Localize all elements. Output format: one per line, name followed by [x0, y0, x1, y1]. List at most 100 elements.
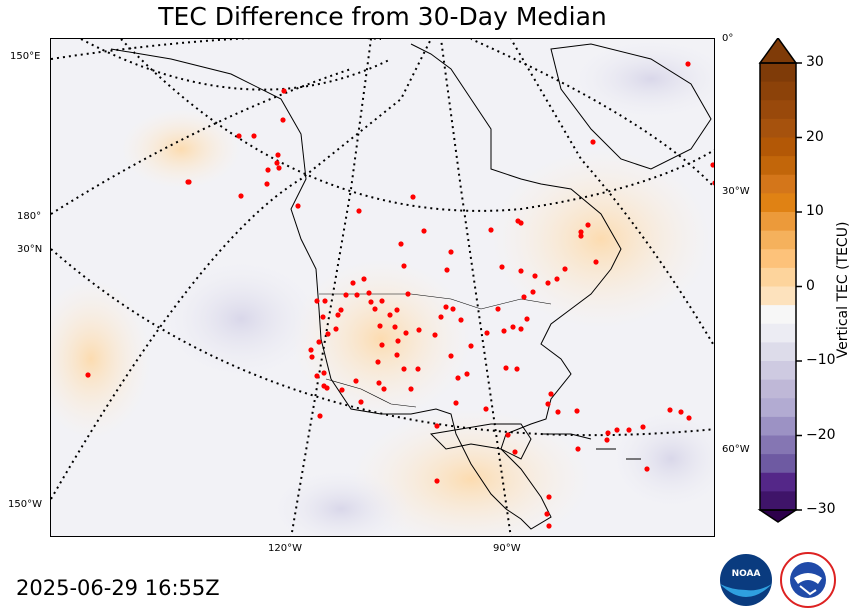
colorbar-segment	[760, 137, 796, 157]
station-dot	[316, 339, 322, 345]
lon-label-120W: 120°W	[268, 543, 302, 554]
station-dot	[387, 312, 393, 318]
station-dot	[309, 354, 315, 360]
station-points	[85, 61, 714, 529]
station-dot	[379, 298, 385, 304]
station-dot	[401, 263, 407, 269]
colorbar-segment	[760, 267, 796, 287]
warm-anomaly	[291, 259, 471, 419]
station-dot	[314, 298, 320, 304]
lon-label-60W: 60°W	[722, 444, 750, 455]
station-dot	[444, 267, 450, 273]
warm-anomaly	[121, 109, 241, 189]
station-dot	[450, 306, 456, 312]
station-dot	[605, 430, 611, 436]
station-dot	[585, 222, 591, 228]
station-dot	[274, 160, 280, 166]
station-dot	[438, 314, 444, 320]
station-dot	[432, 332, 438, 338]
colorbar-segment	[760, 249, 796, 269]
colorbar-segment	[760, 454, 796, 474]
lat-label-30N: 30°N	[17, 244, 43, 255]
station-dot	[593, 259, 599, 265]
station-dot	[546, 494, 552, 500]
station-dot	[443, 304, 449, 310]
station-dot	[458, 317, 464, 323]
station-dot	[503, 365, 509, 371]
colorbar-segment	[760, 491, 796, 511]
station-dot	[505, 432, 511, 438]
station-dot	[421, 228, 427, 234]
chart-title: TEC Difference from 30-Day Median	[158, 2, 607, 31]
warm-anomaly	[51, 279, 151, 439]
country-border	[319, 293, 552, 310]
colorbar-segment	[760, 174, 796, 194]
station-dot	[575, 446, 581, 452]
station-dot	[320, 314, 326, 320]
station-dot	[448, 249, 454, 255]
colorbar-segment	[760, 230, 796, 250]
station-dot	[325, 331, 331, 337]
cool-anomaly	[161, 259, 321, 379]
station-dot	[335, 312, 341, 318]
station-dot	[518, 326, 524, 332]
station-dot	[640, 424, 646, 430]
station-dot	[614, 427, 620, 433]
station-dot	[376, 380, 382, 386]
station-dot	[361, 276, 367, 282]
colorbar-ticks	[796, 62, 802, 511]
colorbar-segment	[760, 100, 796, 120]
colorbar-segment	[760, 416, 796, 436]
colorbar-segment	[760, 193, 796, 213]
colorbar-segment	[760, 361, 796, 381]
station-dot	[499, 264, 505, 270]
colorbar-tick-label: 20	[806, 128, 824, 145]
station-dot	[434, 478, 440, 484]
station-dot	[530, 289, 536, 295]
station-dot	[354, 292, 360, 298]
station-dot	[488, 227, 494, 233]
station-dot	[377, 323, 383, 329]
station-dot	[381, 386, 387, 392]
colorbar-tick-label: −20	[806, 426, 836, 443]
cool-anomaly	[271, 469, 411, 536]
station-dot	[495, 306, 501, 312]
station-dot	[464, 371, 470, 377]
station-dot	[667, 407, 673, 413]
station-dot	[712, 180, 714, 186]
station-dot	[264, 181, 270, 187]
nws-logo	[780, 552, 836, 608]
station-dot	[339, 387, 345, 393]
station-dot	[251, 133, 257, 139]
colorbar-segment	[760, 305, 796, 325]
lon-label-150W: 150°W	[8, 499, 42, 510]
station-dot	[685, 61, 691, 67]
station-dot	[317, 413, 323, 419]
station-dot	[358, 399, 364, 405]
graticule-line	[80, 39, 392, 91]
station-dot	[281, 88, 287, 94]
colorbar	[757, 38, 802, 523]
station-dot	[521, 294, 527, 300]
station-dot	[686, 415, 692, 421]
station-dot	[185, 179, 191, 185]
station-dot	[483, 406, 489, 412]
station-dot	[484, 330, 490, 336]
station-dot	[314, 373, 320, 379]
station-dot	[415, 366, 421, 372]
timestamp: 2025-06-29 16:55Z	[16, 576, 220, 600]
colorbar-segment	[760, 212, 796, 232]
greenland	[550, 43, 712, 170]
station-dot	[410, 194, 416, 200]
lon-label-150E: 150°E	[10, 51, 41, 62]
station-dot	[562, 266, 568, 272]
station-dot	[578, 233, 584, 239]
station-dot	[276, 165, 282, 171]
colorbar-segment	[760, 286, 796, 306]
coastline	[110, 43, 622, 530]
colorbar-tick-label: 10	[806, 203, 824, 219]
station-dot	[548, 391, 554, 397]
graticule-line	[120, 39, 714, 212]
station-dot	[275, 152, 281, 158]
colorbar-min-arrow	[757, 509, 799, 523]
